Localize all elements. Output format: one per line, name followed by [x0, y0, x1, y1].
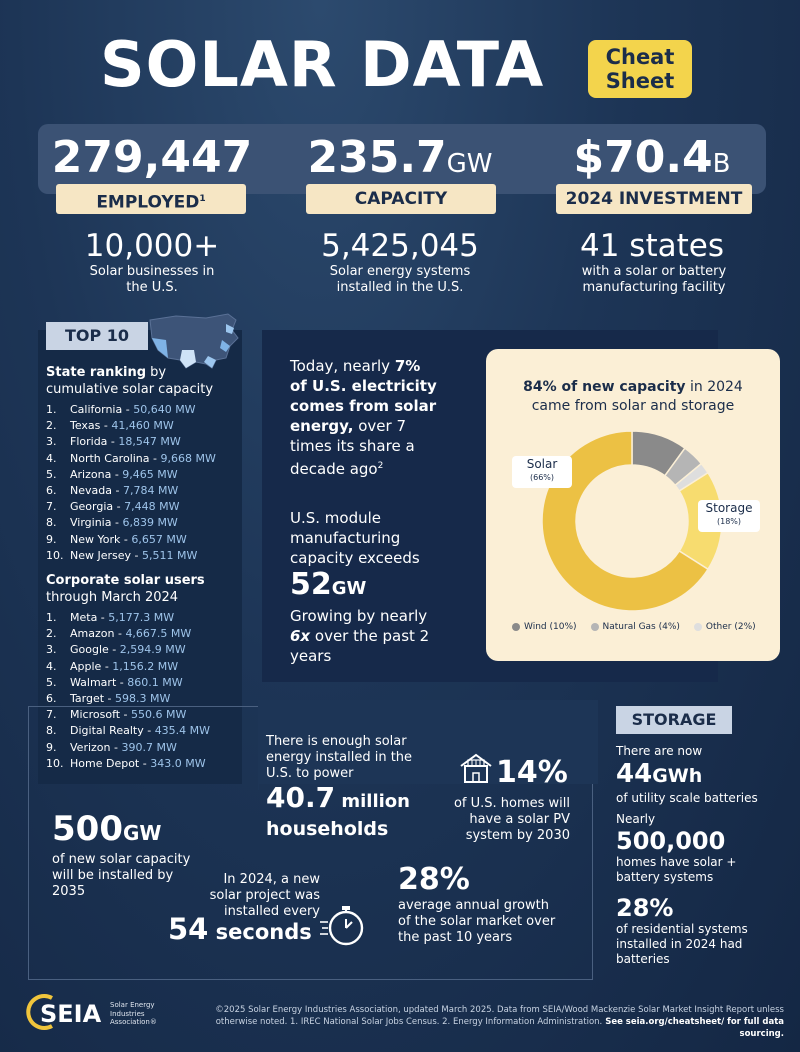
homes-solar-percent: 14% — [496, 755, 568, 790]
storage-utility-stat: There are now 44GWh of utility scale bat… — [616, 744, 786, 806]
legend-item-natural-gas: Natural Gas (4%) — [590, 622, 680, 632]
stat-value: $70.4B — [573, 132, 731, 183]
badge-line-2: Sheet — [605, 69, 675, 93]
seia-logo: SEIA — [40, 1000, 102, 1028]
seia-org-name: Solar Energy Industries Association® — [110, 1001, 157, 1026]
stat-label-employed: EMPLOYED1 — [56, 184, 246, 214]
page-title: SOLAR DATA — [100, 28, 545, 101]
list-item: 2. Amazon - 4,667.5 MW — [46, 627, 192, 641]
list-item: 1. California - 50,640 MW — [46, 403, 196, 416]
module-manufacturing-text: U.S. module manufacturing capacity excee… — [290, 508, 480, 666]
market-growth-stat: 28% average annual growth of the solar m… — [398, 862, 556, 945]
corporate-users-heading: Corporate solar users through March 2024 — [46, 573, 205, 605]
list-item: 8. Virginia - 6,839 MW — [46, 516, 178, 530]
frame-gap — [258, 706, 259, 790]
bottom-frame-cutout — [258, 700, 598, 784]
stat-sub-small: with a solar or battery manufacturing fa… — [581, 264, 727, 295]
legend-swatch — [693, 623, 702, 631]
electricity-share-text: Today, nearly 7% of U.S. electricity com… — [290, 357, 437, 478]
stat-sub-big: 10,000+ — [84, 228, 220, 264]
house-solar-icon — [460, 753, 492, 783]
stat-capacity: 235.7GW — [288, 132, 512, 183]
stopwatch-icon — [320, 906, 364, 946]
project-frequency-value: 54 seconds — [168, 912, 312, 946]
list-item: 6. Target - 598.3 MW — [46, 692, 171, 706]
list-item: 1. Meta - 5,177.3 MW — [46, 611, 175, 624]
stat-employed: 279,447 — [40, 132, 264, 183]
new-capacity-stat: 500GW of new solar capacity will be inst… — [52, 810, 252, 900]
legend-swatch — [512, 623, 520, 631]
stat-sub-small: Solar energy systems installed in the U.… — [329, 264, 471, 295]
seia-logo-arc-icon — [26, 994, 53, 1030]
stat-sub-big: 5,425,045 — [321, 228, 479, 264]
stat-label-capacity: CAPACITY — [306, 184, 496, 214]
cheat-sheet-badge: Cheat Sheet — [588, 40, 692, 98]
households-stat: There is enough solar energy installed i… — [266, 734, 446, 840]
list-item: 9. Verizon - 390.7 MW — [46, 740, 177, 754]
project-frequency-text: In 2024, a new solar project was install… — [209, 872, 320, 919]
solar-callout: Solar (66%) — [512, 456, 572, 488]
list-item: 4. Apple - 1,156.2 MW — [46, 659, 179, 673]
storage-tag: STORAGE — [616, 706, 732, 734]
top10-tag: TOP 10 — [46, 322, 148, 350]
stat-sub-big: 41 states — [580, 228, 724, 264]
list-item: 5. Walmart - 860.1 MW — [46, 675, 183, 689]
list-item: 10. New Jersey - 5,511 MW — [46, 548, 198, 562]
list-item: 4. North Carolina - 9,668 MW — [46, 451, 216, 465]
legend-item-other: Other (2%) — [693, 622, 756, 632]
homes-solar-text: of U.S. homes will have a solar PV syste… — [453, 796, 570, 843]
list-item: 10. Home Depot - 343.0 MW — [46, 756, 206, 770]
stat-value: 235.7GW — [307, 132, 493, 183]
module-capacity-value: 52GW — [290, 567, 367, 602]
state-ranking-heading: State ranking by cumulative solar capaci… — [46, 365, 214, 397]
list-item: 3. Florida - 18,547 MW — [46, 435, 181, 449]
legend-item-wind: Wind (10%) — [512, 622, 577, 632]
donut-slice-solar — [541, 430, 710, 612]
storage-residential-stat: 28% of residential systems installed in … — [616, 894, 748, 966]
list-item: 6. Nevada - 7,784 MW — [46, 484, 179, 498]
list-item: 9. New York - 6,657 MW — [46, 532, 187, 546]
top-stats-band — [38, 124, 766, 194]
donut-legend: Wind (10%) Natural Gas (4%) Other (2%) — [512, 622, 772, 632]
list-item: 8. Digital Realty - 435.4 MW — [46, 724, 211, 738]
list-item: 7. Georgia - 7,448 MW — [46, 500, 180, 514]
stat-investment: $70.4B — [540, 132, 764, 183]
storage-callout: Storage (18%) — [698, 500, 760, 532]
donut-title: 84% of new capacity in 2024 came from so… — [523, 379, 743, 414]
list-item: 2. Texas - 41,460 MW — [46, 419, 174, 433]
us-map-icon — [149, 313, 239, 369]
households-value: 40.7 million — [266, 781, 410, 814]
list-item: 3. Google - 2,594.9 MW — [46, 643, 186, 657]
stat-sub-small: Solar businesses in the U.S. — [89, 264, 215, 295]
badge-line-1: Cheat — [605, 45, 675, 69]
legend-swatch — [590, 623, 599, 631]
storage-homes-stat: Nearly 500,000 homes have solar + batter… — [616, 812, 737, 884]
corporate-users-list: 1. Meta - 5,177.3 MW 2. Amazon - 4,667.5 M… — [46, 610, 240, 772]
state-ranking-list: 1. California - 50,640 MW 2. Texas - 41,46… — [46, 402, 240, 564]
stat-value: 279,447 — [51, 132, 253, 183]
storage-utility-value: 44GWh — [616, 759, 703, 789]
list-item: 7. Microsoft - 550.6 MW — [46, 708, 187, 722]
list-item: 5. Arizona - 9,465 MW — [46, 467, 178, 481]
top10-panel — [38, 330, 242, 784]
footer-source-note: ©2025 Solar Energy Industries Associatio… — [215, 1005, 784, 1039]
new-capacity-value: 500GW — [52, 809, 162, 849]
stat-label-investment: 2024 INVESTMENT — [556, 184, 752, 214]
